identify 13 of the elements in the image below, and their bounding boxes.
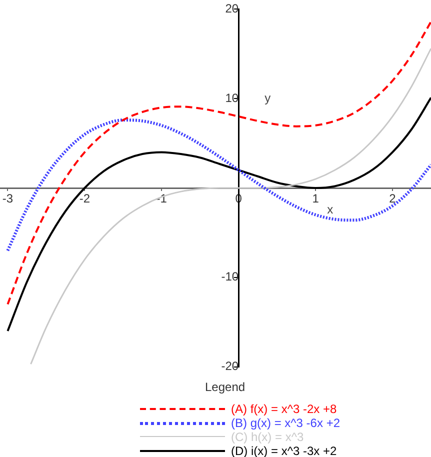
text: (A) f(x) = x^3 -2x +8 bbox=[231, 402, 337, 416]
y-axis-title: y bbox=[264, 90, 271, 105]
x-tick-label: -3 bbox=[2, 192, 14, 206]
x-tick-label: 1 bbox=[312, 192, 320, 206]
x-tick-label: 2 bbox=[389, 192, 396, 206]
legend-title: Legend bbox=[205, 380, 246, 394]
y-tick-label: -20 bbox=[221, 359, 239, 374]
y-tick-label: 20 bbox=[225, 2, 239, 16]
y-tick-label: 10 bbox=[225, 90, 239, 105]
x-tick-label: -2 bbox=[79, 192, 90, 206]
x-axis-title: x bbox=[327, 202, 334, 216]
y-tick-label: -10 bbox=[221, 270, 239, 284]
text: (B) g(x) = x^3 -6x +2 bbox=[231, 416, 340, 430]
